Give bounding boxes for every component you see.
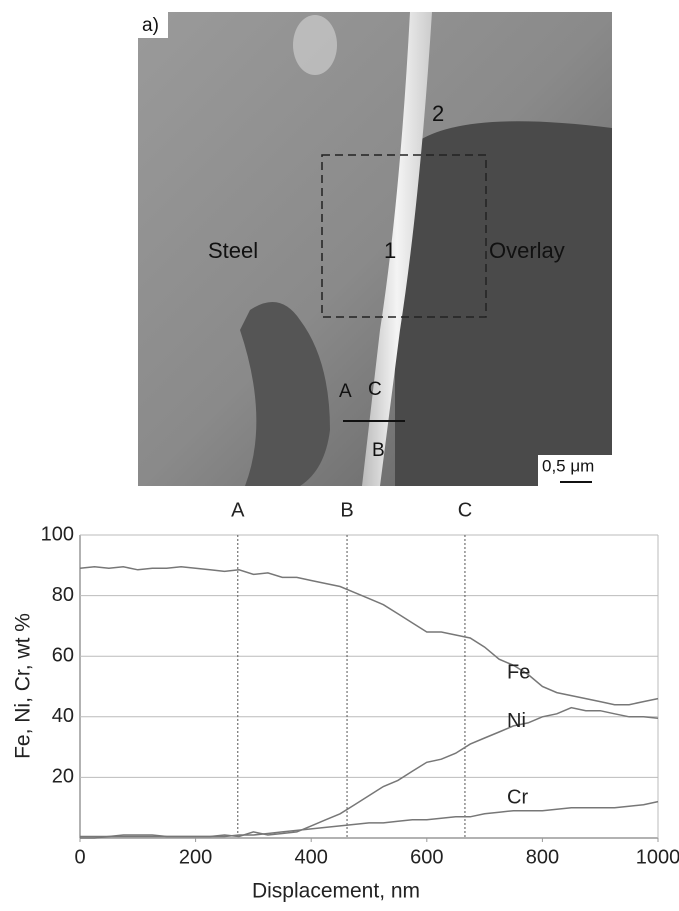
x-tick-label: 0 bbox=[74, 846, 85, 868]
x-tick-label: 800 bbox=[526, 846, 559, 868]
micrograph: a) Steel Overlay 1 2 A C B 0,5 μm bbox=[138, 12, 612, 486]
series-label: Fe bbox=[507, 662, 530, 684]
x-tick-label: 400 bbox=[295, 846, 328, 868]
marker-label: A bbox=[231, 499, 245, 521]
x-tick-label: 1000 bbox=[636, 846, 679, 868]
scale-label: 0,5 μm bbox=[542, 456, 594, 475]
steel-label: Steel bbox=[208, 238, 258, 263]
region-1-label: 1 bbox=[384, 238, 396, 263]
dashed-region bbox=[321, 154, 487, 318]
y-tick-label: 100 bbox=[41, 523, 74, 545]
region-2-label: 2 bbox=[432, 101, 444, 126]
marker-label: B bbox=[340, 499, 353, 521]
point-a-label: A bbox=[339, 381, 352, 402]
panel-label: a) bbox=[142, 15, 159, 36]
point-c-label: C bbox=[368, 379, 382, 400]
x-axis-title: Displacement, nm bbox=[252, 880, 420, 903]
y-tick-label: 20 bbox=[52, 766, 74, 788]
y-tick-label: 40 bbox=[52, 705, 74, 727]
marker-label: C bbox=[458, 499, 472, 521]
x-tick-label: 600 bbox=[410, 846, 443, 868]
series-label: Cr bbox=[507, 787, 528, 809]
overlay-label: Overlay bbox=[489, 238, 565, 263]
y-tick-label: 60 bbox=[52, 644, 74, 666]
y-axis-title: Fe, Ni, Cr, wt % bbox=[12, 613, 35, 759]
overlay-region bbox=[395, 121, 612, 486]
x-tick-label: 200 bbox=[179, 846, 212, 868]
series-line bbox=[80, 706, 659, 838]
series-line bbox=[80, 800, 659, 839]
series-label: Ni bbox=[507, 710, 526, 732]
series-line bbox=[79, 566, 659, 706]
panel-label-box bbox=[138, 12, 168, 38]
interface-band bbox=[362, 12, 432, 486]
point-b-label: B bbox=[372, 440, 385, 461]
particle bbox=[293, 15, 337, 75]
scale-box bbox=[538, 455, 612, 486]
y-tick-label: 80 bbox=[52, 584, 74, 606]
dark-region bbox=[240, 302, 330, 486]
